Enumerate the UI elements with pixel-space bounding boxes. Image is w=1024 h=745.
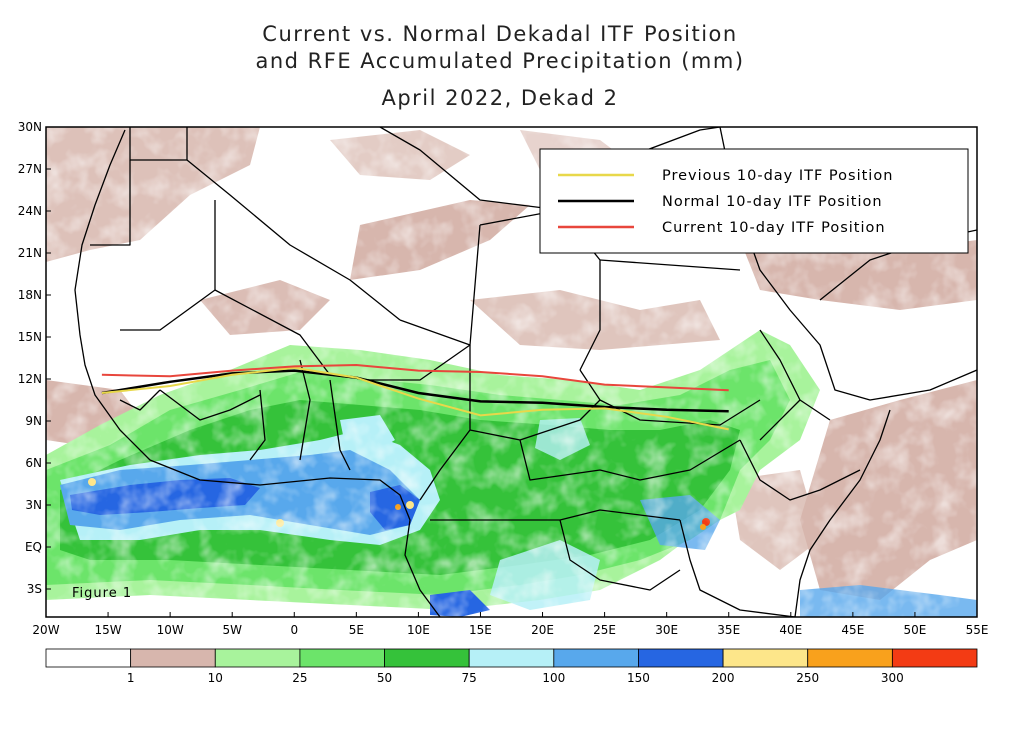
colorbar-label: 10 xyxy=(208,671,223,685)
colorbar-label: 250 xyxy=(796,671,819,685)
previous-itf-line xyxy=(101,366,729,431)
normal-itf-line xyxy=(101,369,729,413)
colorbar-label: 75 xyxy=(462,671,477,685)
colorbar-swatch xyxy=(384,648,470,668)
lon-label: 10W xyxy=(157,623,184,637)
map-title-line3: April 2022, Dekad 2 xyxy=(381,86,619,110)
lon-label: 50E xyxy=(904,623,927,637)
longitude-axis: 20W 15W 10W 5W 0 5E 10E 15E 20E 25E 30E 35E 40E 45E 50… xyxy=(32,612,988,637)
lon-label: 55E xyxy=(966,623,989,637)
colorbar-swatch xyxy=(722,648,809,668)
colorbar-label: 100 xyxy=(542,671,565,685)
lon-label: 35E xyxy=(717,623,740,637)
colorbar-swatch xyxy=(214,648,301,668)
lon-label: 30E xyxy=(655,623,678,637)
colorbar-label: 25 xyxy=(292,671,307,685)
lat-label: 6N xyxy=(25,456,42,470)
lat-label: 15N xyxy=(18,330,42,344)
colorbar-swatch xyxy=(299,648,385,668)
lon-label: 0 xyxy=(290,623,298,637)
lon-label: 40E xyxy=(779,623,802,637)
map-title-line2: and RFE Accumulated Precipitation (mm) xyxy=(255,49,745,73)
colorbar-label: 150 xyxy=(627,671,650,685)
lon-label: 25E xyxy=(593,623,616,637)
lat-label: 24N xyxy=(18,204,42,218)
legend-previous-label: Previous 10-day ITF Position xyxy=(662,168,893,184)
lon-label: 10E xyxy=(407,623,430,637)
lat-label: 18N xyxy=(18,288,42,302)
current-itf-line xyxy=(101,363,729,392)
lon-label: 20E xyxy=(531,623,554,637)
figure-label: Figure 1 xyxy=(72,586,132,601)
colorbar: 1 10 25 50 75 100 150 200 250 300 xyxy=(45,648,978,685)
legend-normal-label: Normal 10-day ITF Position xyxy=(662,194,883,210)
lon-label: 5E xyxy=(349,623,364,637)
lon-label: 45E xyxy=(841,623,864,637)
lon-label: 20W xyxy=(32,623,59,637)
latitude-axis: 30N 27N 24N 21N 18N 15N 12N 9N 6N 3N EQ 3S xyxy=(18,120,51,596)
lat-label: 21N xyxy=(18,246,42,260)
colorbar-swatch xyxy=(45,648,132,668)
colorbar-swatch xyxy=(553,648,639,668)
map-title-line1: Current vs. Normal Dekadal ITF Position xyxy=(262,22,738,46)
lon-label: 5W xyxy=(222,623,242,637)
lat-label: 3N xyxy=(25,498,42,512)
colorbar-swatch xyxy=(891,648,978,668)
colorbar-label: 50 xyxy=(377,671,392,685)
lon-label: 15W xyxy=(94,623,121,637)
colorbar-swatch xyxy=(130,648,216,668)
lon-label: 15E xyxy=(469,623,492,637)
colorbar-swatch xyxy=(807,648,893,668)
colorbar-swatch xyxy=(468,648,555,668)
colorbar-label: 300 xyxy=(881,671,904,685)
lat-label: EQ xyxy=(25,540,42,554)
map-frame xyxy=(45,126,978,618)
lat-label: 30N xyxy=(18,120,42,134)
legend-current-label: Current 10-day ITF Position xyxy=(662,220,886,236)
colorbar-label: 1 xyxy=(127,671,135,685)
colorbar-label: 200 xyxy=(712,671,735,685)
lat-label: 27N xyxy=(18,162,42,176)
colorbar-swatch xyxy=(638,648,724,668)
lat-label: 9N xyxy=(25,414,42,428)
lat-label: 12N xyxy=(18,372,42,386)
legend: Previous 10-day ITF Position Normal 10-d… xyxy=(539,148,969,254)
lat-label: 3S xyxy=(27,582,42,596)
